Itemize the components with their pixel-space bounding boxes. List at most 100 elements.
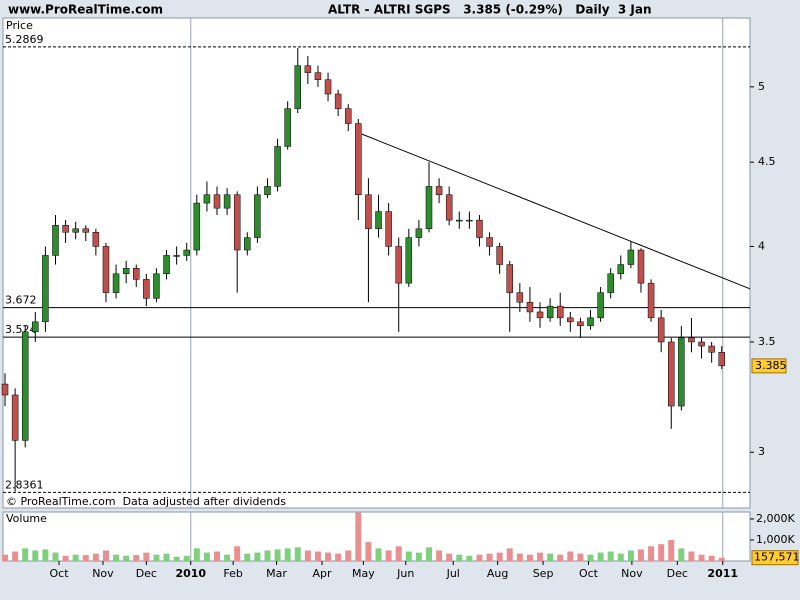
volume-bar: [405, 551, 412, 561]
candle-body: [264, 186, 271, 195]
volume-bar: [32, 550, 39, 561]
volume-bar: [224, 554, 231, 561]
candle-body: [334, 93, 342, 109]
volume-bar: [446, 553, 453, 561]
candle-body: [82, 228, 90, 233]
last-price-label: 3.385: [755, 359, 787, 372]
candle-body: [304, 65, 312, 73]
volume-bar: [668, 539, 675, 561]
source: www.ProRealTime.com: [8, 3, 163, 17]
volume-bar: [526, 554, 533, 561]
candle-body: [284, 108, 291, 147]
y-tick-label: 1,000K: [756, 533, 795, 546]
volume-bar: [425, 547, 432, 561]
volume-bar: [183, 555, 190, 561]
candle-body: [1, 383, 9, 396]
last-volume-box: [751, 550, 799, 566]
volume-bar: [203, 552, 210, 561]
candle-body: [415, 228, 423, 238]
candle-body: [708, 345, 715, 353]
candle-body: [153, 273, 160, 299]
volume-bar: [123, 555, 130, 561]
volume-bar: [658, 544, 665, 561]
volume-bar: [2, 554, 9, 561]
volume-bar: [214, 551, 221, 561]
x-tick-label: Aug: [487, 567, 508, 580]
candle-body: [173, 255, 180, 257]
x-tick-label: Nov: [621, 567, 643, 580]
y-tick-label: 5: [758, 80, 765, 93]
candle-body: [536, 311, 544, 319]
volume-bar: [345, 550, 352, 561]
candle-body: [718, 352, 725, 367]
volume-bar: [244, 553, 251, 561]
trendline: [361, 133, 751, 290]
candle-body: [72, 228, 79, 233]
candle-body: [52, 225, 59, 256]
volume-bar: [597, 552, 604, 561]
volume-bar: [52, 552, 59, 561]
volume-bar: [567, 551, 574, 561]
candle-body: [435, 186, 443, 195]
volume-bar: [627, 550, 634, 561]
volume-bar: [12, 551, 19, 561]
candle-body: [254, 194, 261, 238]
candle-body: [496, 246, 503, 265]
candle-body: [668, 341, 675, 407]
x-tick-label: May: [352, 567, 375, 580]
last-volume-label: 157,571: [754, 551, 800, 564]
candle-body: [324, 79, 332, 95]
candle-body: [344, 108, 352, 124]
volume-bar: [718, 557, 725, 561]
volume-bar: [294, 547, 301, 561]
volume-bar: [486, 553, 493, 561]
candle-body: [203, 194, 211, 204]
volume-bar: [42, 549, 49, 561]
candle-body: [597, 292, 604, 319]
volume-bar: [547, 553, 554, 561]
candle-body: [355, 123, 362, 195]
volume-bar: [355, 512, 362, 561]
candle-body: [637, 249, 645, 284]
candle-body: [122, 267, 130, 275]
x-tick-label: Feb: [223, 567, 242, 580]
volume-bar: [72, 554, 79, 561]
x-tick-label: Oct: [579, 567, 599, 580]
candle-body: [42, 255, 49, 323]
candle-body: [516, 292, 524, 303]
candle-body: [698, 341, 705, 347]
y-tick-label: 2,000K: [756, 512, 795, 525]
volume-bar: [113, 554, 120, 561]
candle-body: [132, 267, 140, 280]
candle-body: [183, 249, 190, 256]
volume-bar: [264, 550, 271, 561]
x-tick-label: Apr: [312, 567, 332, 580]
candle-body: [607, 273, 614, 293]
volume-bar: [436, 550, 443, 561]
candle-body: [405, 237, 413, 284]
horizontal-line-label: 2.8361: [5, 478, 44, 491]
candle-body: [466, 219, 473, 222]
volume-bar: [254, 552, 261, 561]
candle-body: [627, 249, 635, 265]
volume-bar: [82, 555, 89, 561]
note: © ProRealTime.com Data adjusted after di…: [6, 495, 286, 508]
candle-body: [213, 194, 221, 209]
volume-bar: [678, 548, 685, 561]
candle-body: [274, 146, 281, 187]
candle-body: [617, 264, 625, 275]
candle-body: [526, 301, 534, 313]
candle-body: [577, 321, 584, 327]
candle-body: [112, 273, 120, 293]
candle-body: [375, 211, 382, 230]
candle-body: [486, 237, 493, 247]
candle-body: [92, 232, 100, 247]
x-tick-label: Sep: [533, 567, 554, 580]
candle-body: [476, 219, 483, 238]
candle-body: [688, 337, 695, 343]
candle-body: [647, 282, 655, 319]
horizontal-line-label: 3.524: [5, 323, 37, 336]
x-tick-label: Dec: [136, 567, 157, 580]
